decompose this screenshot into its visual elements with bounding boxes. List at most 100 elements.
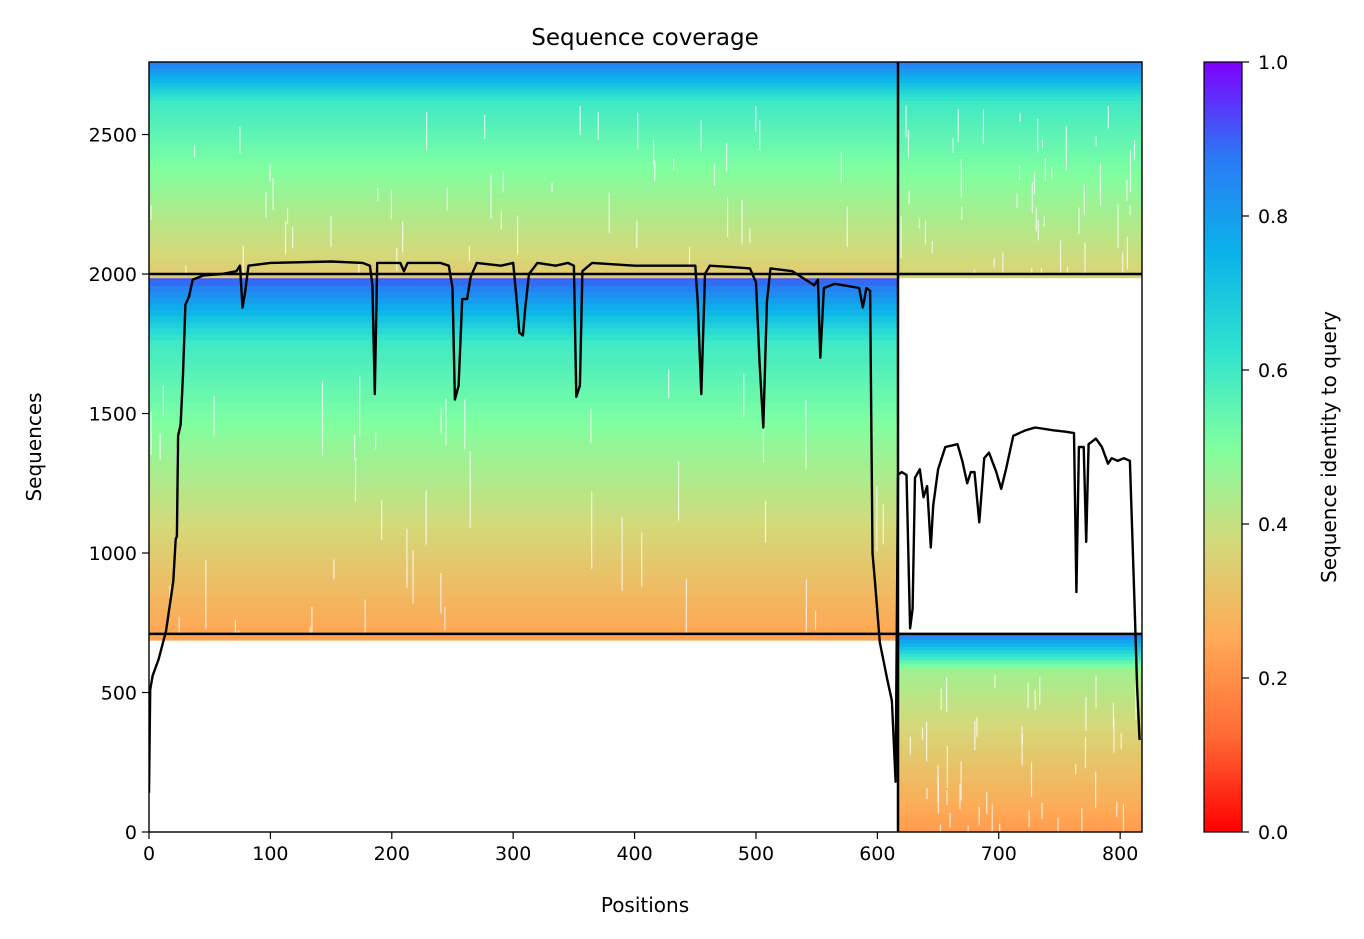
heatmap-band (149, 413, 898, 422)
heatmap-band (897, 68, 1142, 74)
gap-streak (381, 500, 383, 540)
heatmap-band (149, 511, 898, 519)
heatmap-band (149, 68, 898, 74)
gap-streak (1126, 236, 1128, 270)
colorbar (1203, 61, 1243, 833)
gap-streak (1117, 203, 1119, 248)
heatmap-band (897, 93, 1142, 99)
heatmap-band (149, 172, 898, 178)
heatmap-band (897, 794, 1142, 800)
gap-streak (636, 220, 638, 249)
gap-streak (900, 216, 902, 259)
heatmap-band (149, 208, 898, 214)
heatmap-block (149, 62, 898, 279)
gap-streak (445, 398, 447, 446)
y-tick-label: 0 (125, 822, 137, 844)
gap-streak (805, 579, 807, 634)
x-tick-label: 700 (981, 843, 1017, 865)
gap-streak (234, 619, 237, 634)
heatmap-band (897, 636, 1142, 642)
heatmap-band (897, 660, 1142, 665)
gap-streak (1078, 207, 1080, 235)
heatmap-band (897, 663, 1142, 669)
heatmap-band (897, 262, 1142, 268)
heatmap-band (897, 633, 1142, 638)
y-tick-label: 500 (101, 683, 137, 705)
gap-streak (1065, 125, 1067, 170)
heatmap-band (149, 118, 898, 124)
gap-streak (939, 824, 942, 832)
gap-streak (957, 109, 959, 142)
gap-streak (446, 187, 448, 211)
heatmap-band (897, 650, 1142, 655)
heatmap-band (897, 690, 1142, 695)
y-tick-label: 1000 (89, 543, 137, 565)
heatmap-band (897, 697, 1142, 702)
heatmap-block (897, 633, 1142, 832)
heatmap-band (897, 737, 1142, 742)
heatmap-band (897, 198, 1142, 203)
x-tick-label: 100 (252, 843, 288, 865)
y-axis-label: Sequences (22, 392, 46, 501)
heatmap-band (897, 720, 1142, 726)
gap-streak (1034, 690, 1036, 710)
coverage-line (149, 260, 1141, 793)
heatmap-band (149, 468, 898, 476)
heatmap-band (897, 717, 1142, 722)
heatmap-band (897, 226, 1142, 232)
gap-streak (918, 218, 921, 229)
gap-streak (762, 397, 765, 463)
heatmap-band (897, 814, 1142, 820)
heatmap-band (149, 251, 898, 257)
heatmap-band (149, 419, 898, 428)
heatmap-band (897, 79, 1142, 85)
x-axis-label: Positions (601, 893, 689, 917)
gap-streak (700, 120, 702, 152)
heatmap-blocks (149, 62, 1142, 832)
colorbar-tick-label: 0.4 (1258, 514, 1288, 536)
y-tick-label: 1500 (89, 404, 137, 426)
heatmap-band (149, 237, 898, 243)
gap-streak (440, 407, 442, 435)
heatmap-band (149, 198, 898, 203)
heatmap-band (149, 83, 898, 88)
gap-streak (668, 369, 670, 399)
heatmap-band (149, 572, 898, 580)
heatmap-band (149, 219, 898, 225)
heatmap-band (149, 584, 898, 592)
heatmap-band (897, 101, 1142, 106)
gap-streak (1039, 676, 1041, 705)
heatmap-band (897, 677, 1142, 682)
heatmap-band (149, 248, 898, 254)
heatmap-band (897, 767, 1142, 773)
heatmap-band (149, 334, 898, 342)
gap-streak (1016, 193, 1018, 208)
heatmap-band (149, 201, 898, 207)
heatmap-band (897, 804, 1142, 810)
heatmap-band (897, 656, 1142, 662)
heatmap-band (149, 205, 898, 210)
heatmap-band (897, 104, 1142, 110)
gap-streak (1112, 702, 1115, 728)
heatmap-band (149, 129, 898, 135)
gap-streak (961, 206, 963, 221)
heatmap-band (897, 797, 1142, 803)
heatmap-band (149, 72, 898, 78)
gap-streak (978, 806, 980, 826)
gap-streak (292, 227, 294, 249)
heatmap-band (897, 133, 1142, 139)
gap-streak (1043, 216, 1045, 227)
gap-streak (1057, 817, 1059, 832)
heatmap-band (149, 183, 898, 189)
gap-streak (591, 491, 593, 569)
gap-streak (284, 221, 287, 255)
gap-streak (374, 432, 377, 449)
gap-streak (926, 721, 928, 762)
heatmap-band (897, 727, 1142, 732)
heatmap-band (897, 653, 1142, 659)
gap-streak (1037, 118, 1039, 153)
heatmap-band (149, 176, 898, 182)
gap-streak (440, 573, 442, 614)
gap-streak (551, 182, 553, 192)
heatmap-band (897, 807, 1142, 813)
